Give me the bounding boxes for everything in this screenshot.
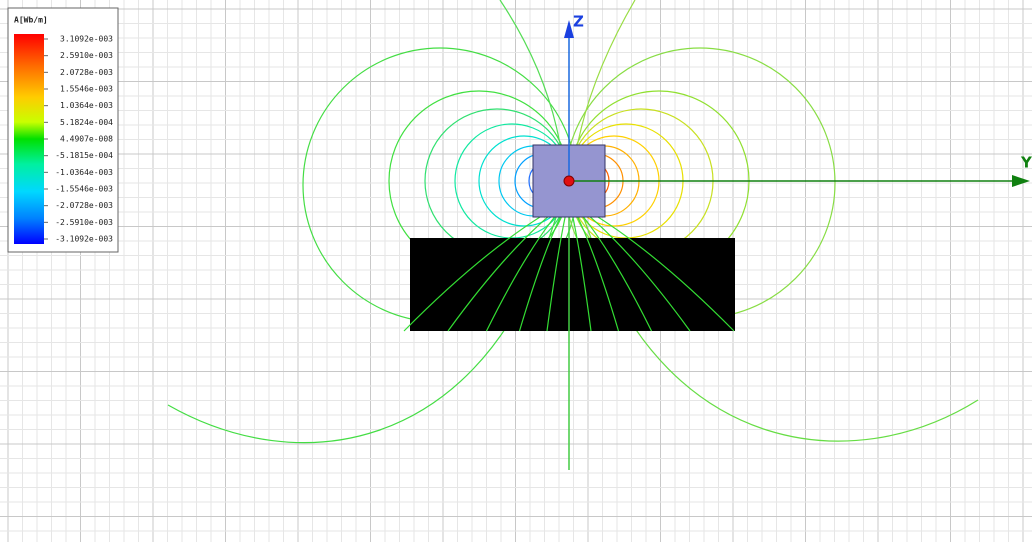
legend-label: -1.0364e-003 — [55, 168, 113, 177]
legend: A[Wb/m] 3.1092e-003 2.5910e-003 2.0728e-00… — [7, 7, 119, 253]
y-arrow — [1012, 175, 1030, 187]
legend-label: -5.1815e-004 — [55, 151, 113, 160]
legend-label: 1.5546e-003 — [60, 85, 113, 94]
legend-label: 2.5910e-003 — [60, 51, 113, 60]
color-bar — [14, 34, 44, 244]
legend-label: 2.0728e-003 — [60, 68, 113, 77]
legend-label: 3.1092e-003 — [60, 35, 113, 44]
core-block — [410, 238, 735, 331]
y-label: Y — [1020, 154, 1032, 172]
origin — [563, 175, 575, 187]
legend-label: 4.4907e-008 — [60, 135, 113, 144]
legend-label: -1.5546e-003 — [55, 185, 113, 194]
legend-label: -2.5910e-003 — [55, 218, 113, 227]
legend-label: -2.0728e-003 — [55, 201, 113, 210]
z-arrow — [564, 20, 574, 38]
legend-label: 5.1824e-004 — [60, 118, 113, 127]
z-label: Z — [573, 13, 584, 31]
legend-title: A[Wb/m] — [14, 16, 48, 25]
legend-label: -3.1092e-003 — [55, 235, 113, 244]
legend-label: 1.0364e-003 — [60, 101, 113, 110]
